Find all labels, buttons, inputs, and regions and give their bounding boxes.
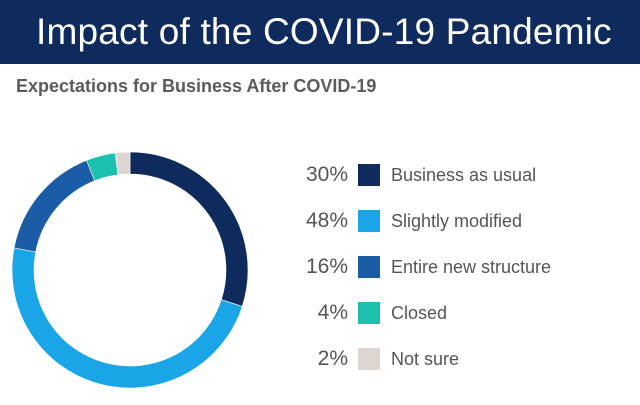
legend-percent: 16% — [305, 255, 348, 278]
donut-slice-not-sure — [114, 151, 131, 176]
header-banner: Impact of the COVID-19 Pandemic — [0, 0, 640, 64]
legend-label: Not sure — [391, 348, 460, 369]
legend-swatch — [358, 302, 380, 324]
page-title: Impact of the COVID-19 Pandemic — [36, 11, 612, 52]
legend-item-not-sure: 2% Not sure — [288, 336, 628, 382]
legend-swatch — [358, 348, 380, 370]
legend-percent: 2% — [317, 347, 348, 370]
legend-swatch — [358, 210, 380, 232]
legend-item-business-as-usual: 30% Business as usual — [288, 152, 628, 198]
chart-legend: 30% Business as usual 48% Slightly modified… — [288, 152, 628, 382]
legend-item-closed: 4% Closed — [288, 290, 628, 336]
donut-slice-business-as-usual — [129, 151, 249, 307]
legend-item-slightly-modified: 48% Slightly modified — [288, 198, 628, 244]
legend-label: Slightly modified — [391, 210, 523, 231]
legend-label: Entire new structure — [391, 256, 552, 277]
legend-label: Business as usual — [391, 164, 537, 185]
donut-slice-entire-new-structure — [13, 159, 96, 253]
legend-percent: 4% — [317, 301, 348, 324]
legend-item-entire-new-structure: 16% Entire new structure — [288, 244, 628, 290]
legend-swatch — [358, 164, 380, 186]
legend-percent: 48% — [305, 209, 348, 232]
legend-label: Closed — [391, 302, 448, 323]
chart-title: Expectations for Business After COVID-19 — [16, 76, 377, 96]
legend-percent: 30% — [305, 163, 348, 186]
legend-swatch — [358, 256, 380, 278]
donut-slice-slightly-modified — [11, 247, 243, 389]
donut-chart — [11, 151, 249, 389]
